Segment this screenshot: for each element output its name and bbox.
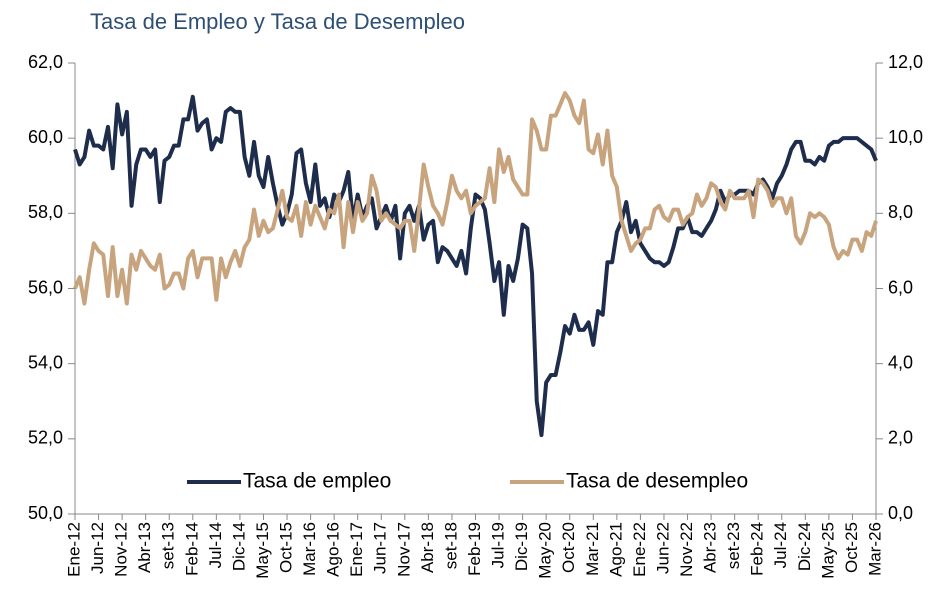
- x-tick-label: Jul-19: [489, 522, 508, 568]
- legend-label: Tasa de desempleo: [566, 470, 748, 493]
- x-tick-label: Abr-13: [135, 522, 154, 573]
- x-tick-label: Ene-17: [347, 522, 366, 577]
- x-tick-label: Jun-22: [653, 522, 672, 574]
- y2-tick-label: 0,0: [888, 503, 913, 523]
- x-tick-label: Dic-24: [795, 522, 814, 571]
- y2-tick-label: 4,0: [888, 352, 913, 372]
- x-tick-label: Mar-16: [300, 522, 319, 576]
- x-tick-label: May-25: [818, 522, 837, 579]
- x-tick-label: Jun-12: [88, 522, 107, 574]
- x-tick-label: Jul-14: [206, 522, 225, 568]
- x-tick-label: Oct-25: [842, 522, 861, 573]
- x-tick-label: Ene-12: [64, 522, 83, 577]
- y2-tick-label: 12,0: [888, 52, 923, 72]
- x-tick-label: Nov-17: [394, 522, 413, 577]
- x-tick-label: Nov-12: [112, 522, 131, 577]
- legend-label: Tasa de empleo: [243, 470, 391, 493]
- series-line: [73, 91, 878, 306]
- y-tick-label: 50,0: [28, 503, 63, 523]
- y2-tick-label: 10,0: [888, 127, 923, 147]
- x-tick-label: May-15: [253, 522, 272, 579]
- y-tick-label: 52,0: [28, 428, 63, 448]
- y2-tick-label: 2,0: [888, 428, 913, 448]
- x-tick-label: Abr-18: [418, 522, 437, 573]
- x-tick-label: Dic-14: [229, 522, 248, 571]
- y2-tick-label: 8,0: [888, 202, 913, 222]
- x-tick-label: Jul-24: [771, 522, 790, 568]
- x-tick-label: Feb-19: [465, 522, 484, 576]
- series-line: [73, 94, 878, 438]
- x-tick-label: Mar-26: [865, 522, 884, 576]
- y-tick-label: 58,0: [28, 202, 63, 222]
- x-tick-label: set-13: [159, 522, 178, 569]
- x-tick-label: Dic-19: [512, 522, 531, 571]
- y2-tick-label: 6,0: [888, 277, 913, 297]
- y-tick-label: 56,0: [28, 277, 63, 297]
- x-tick-label: Abr-23: [701, 522, 720, 573]
- x-tick-label: Feb-14: [182, 522, 201, 576]
- y-tick-label: 54,0: [28, 352, 63, 372]
- y-tick-label: 60,0: [28, 127, 63, 147]
- x-tick-label: Oct-20: [559, 522, 578, 573]
- x-tick-label: Ago-16: [324, 522, 343, 577]
- x-tick-label: Feb-24: [748, 522, 767, 576]
- y-tick-label: 62,0: [28, 52, 63, 72]
- x-tick-label: Ago-21: [606, 522, 625, 577]
- chart-title: Tasa de Empleo y Tasa de Desempleo: [90, 9, 465, 34]
- x-tick-label: set-23: [724, 522, 743, 569]
- x-tick-label: Nov-22: [677, 522, 696, 577]
- x-tick-label: Jun-17: [371, 522, 390, 574]
- x-tick-label: May-20: [536, 522, 555, 579]
- x-tick-label: Ene-22: [630, 522, 649, 577]
- x-tick-label: Oct-15: [277, 522, 296, 573]
- x-tick-label: Mar-21: [583, 522, 602, 576]
- x-tick-label: set-18: [441, 522, 460, 569]
